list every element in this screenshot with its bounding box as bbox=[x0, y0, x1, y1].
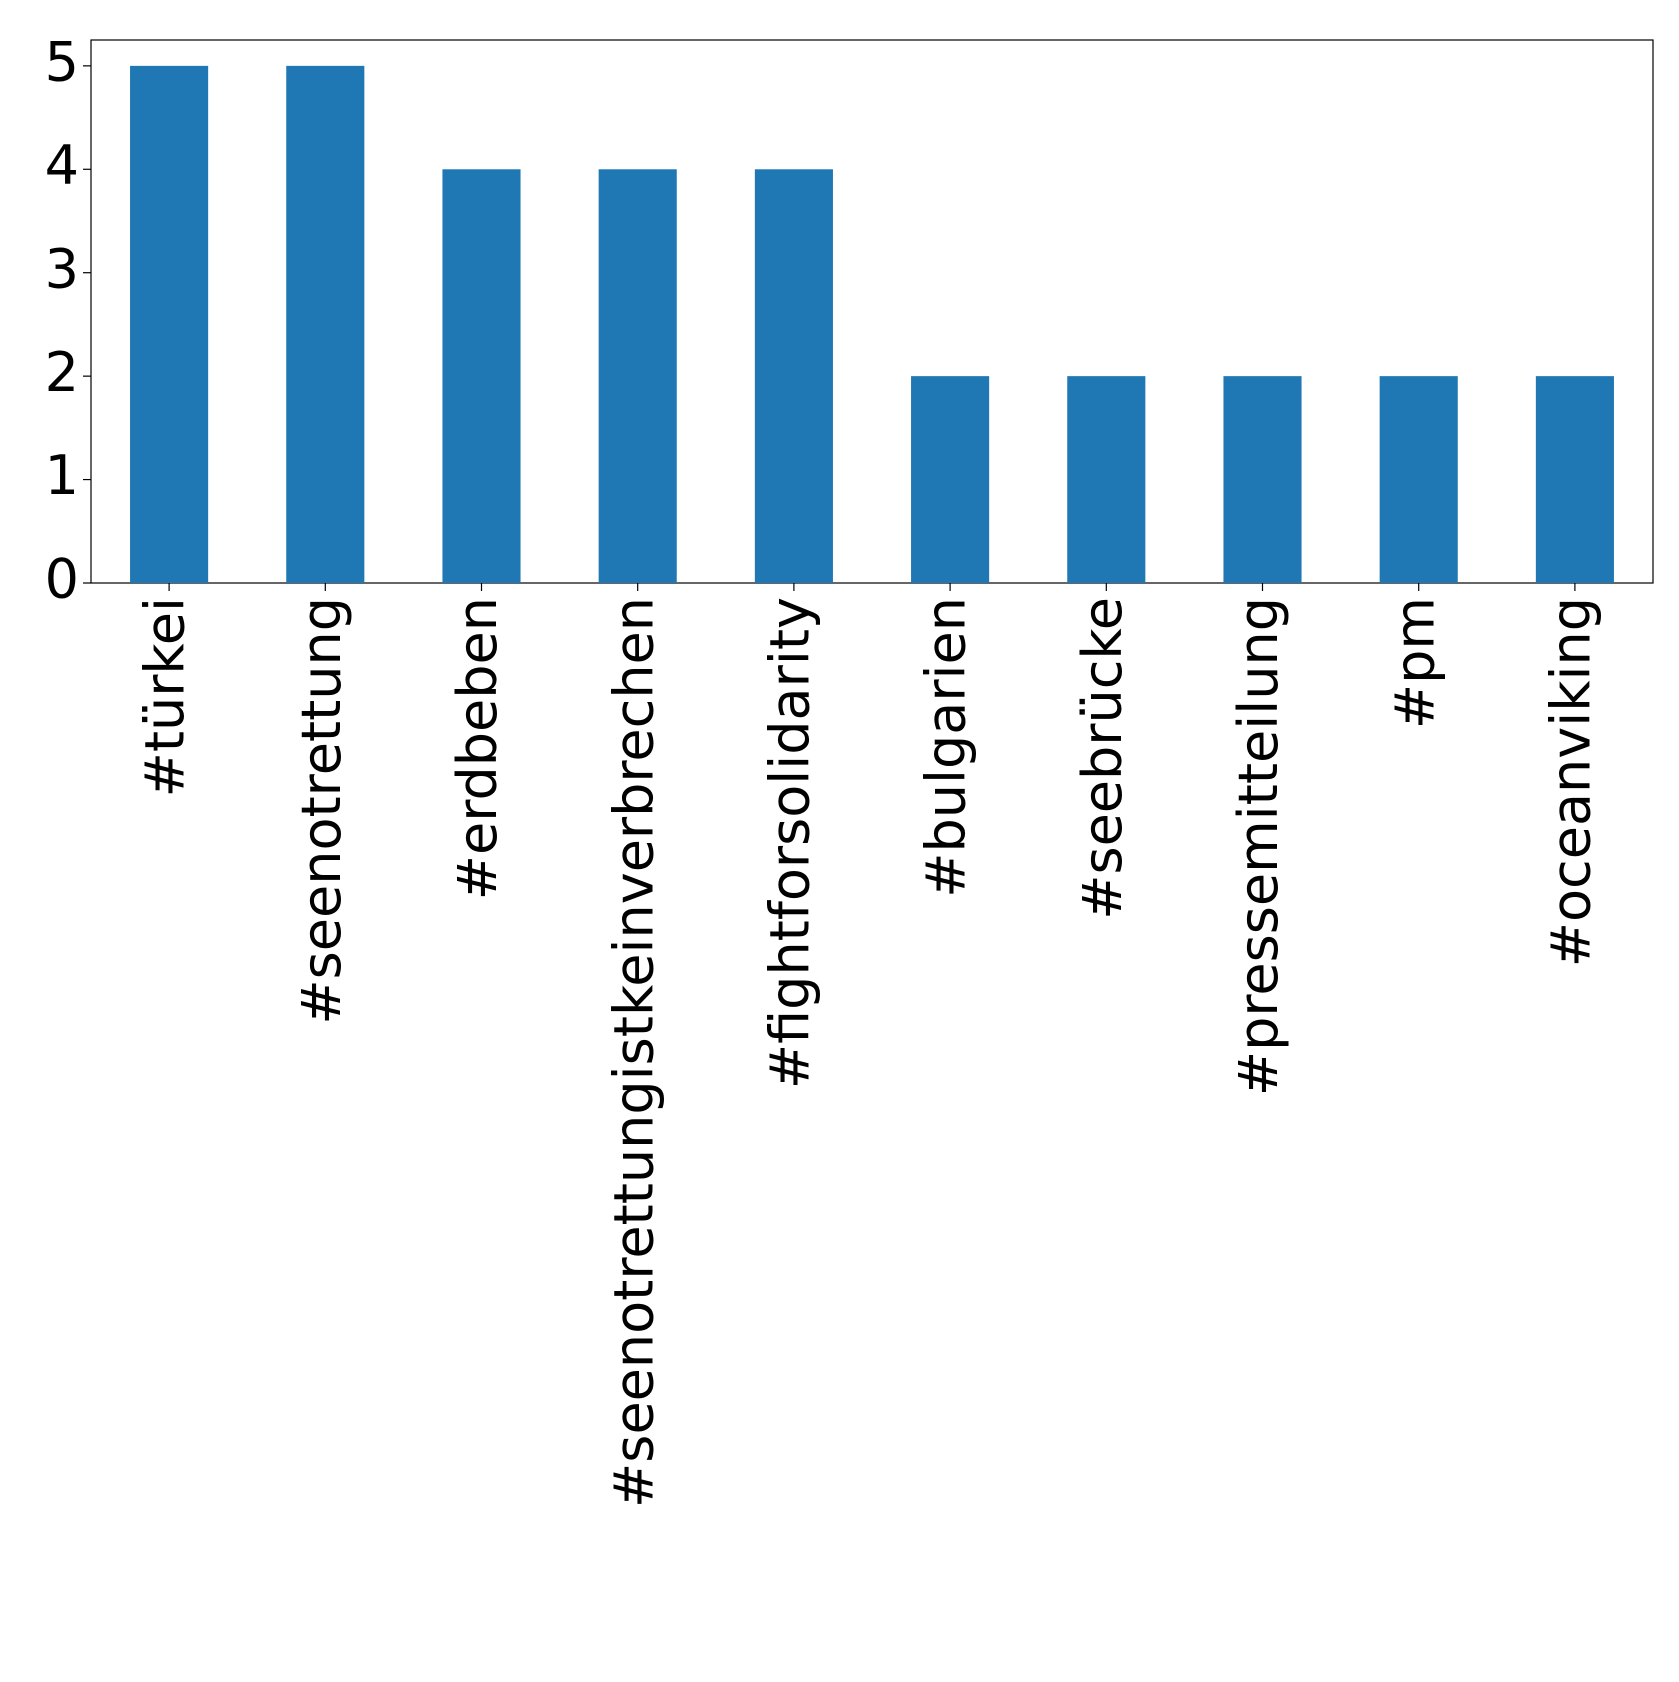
y-tick-label: 5 bbox=[45, 30, 79, 93]
x-tick-label: #seenotrettungistkeinverbrechen bbox=[602, 597, 665, 1508]
y-tick-label: 3 bbox=[45, 237, 79, 300]
bar bbox=[130, 65, 209, 584]
x-tick-label: #oceanviking bbox=[1540, 597, 1603, 967]
bar bbox=[911, 376, 990, 583]
y-tick-label: 2 bbox=[45, 341, 79, 404]
y-tick-label: 1 bbox=[45, 444, 79, 507]
bar bbox=[286, 65, 365, 584]
x-tick-label: #türkei bbox=[134, 597, 197, 797]
bar bbox=[1223, 376, 1302, 583]
y-tick-label: 0 bbox=[45, 548, 79, 611]
y-tick-label: 4 bbox=[45, 134, 79, 197]
bar bbox=[1379, 376, 1458, 583]
x-tick-label: #pm bbox=[1383, 597, 1446, 729]
x-tick-label: #seebrücke bbox=[1071, 597, 1134, 920]
x-tick-label: #seenotrettung bbox=[290, 597, 353, 1025]
bar bbox=[598, 169, 677, 584]
x-tick-label: #pressemitteilung bbox=[1227, 597, 1290, 1096]
bar bbox=[1067, 376, 1146, 583]
bar bbox=[442, 169, 521, 584]
bar bbox=[1535, 376, 1614, 583]
x-tick-label: #fightforsolidarity bbox=[759, 597, 822, 1089]
x-tick-label: #bulgarien bbox=[915, 597, 978, 898]
plot-frame bbox=[90, 39, 1654, 584]
x-tick-label: #erdbeben bbox=[446, 597, 509, 900]
bar bbox=[754, 169, 833, 584]
